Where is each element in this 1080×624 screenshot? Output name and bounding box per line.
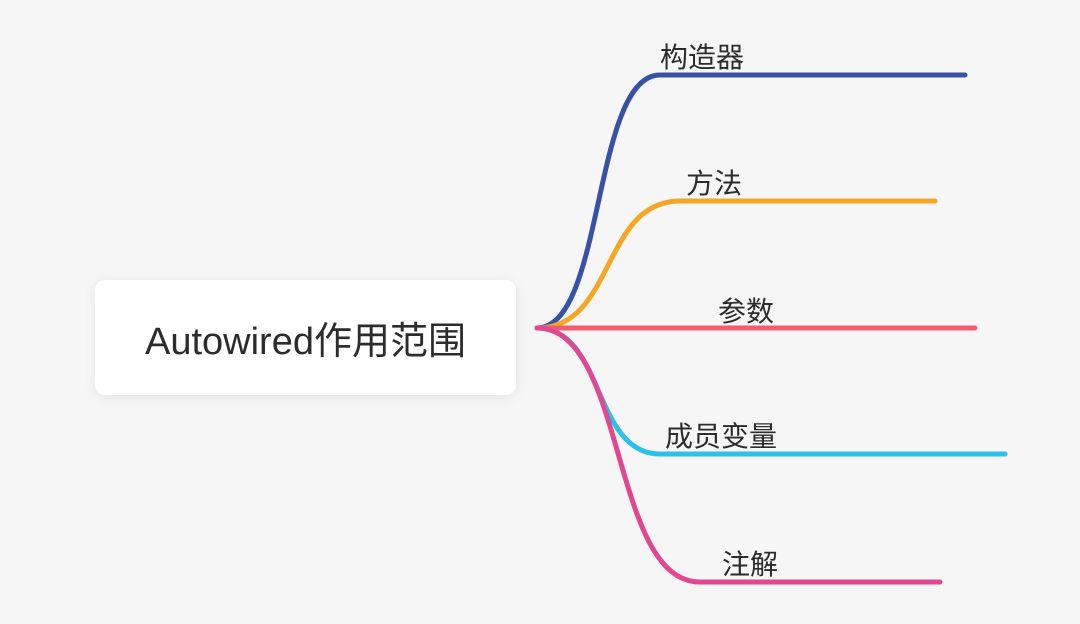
root-label: Autowired作用范围 <box>145 321 466 363</box>
leaf-node-parameter[interactable]: 参数 <box>718 290 774 330</box>
leaf-label: 注解 <box>722 549 778 580</box>
leaf-node-annotation[interactable]: 注解 <box>722 543 778 583</box>
leaf-label: 成员变量 <box>665 421 777 452</box>
leaf-node-method[interactable]: 方法 <box>686 162 742 202</box>
leaf-node-constructor[interactable]: 构造器 <box>660 36 744 76</box>
leaf-node-field[interactable]: 成员变量 <box>665 415 777 455</box>
leaf-label: 方法 <box>686 168 742 199</box>
mindmap-canvas: Autowired作用范围 构造器方法参数成员变量注解 <box>0 0 1080 624</box>
root-node[interactable]: Autowired作用范围 <box>95 280 516 395</box>
leaf-label: 构造器 <box>660 42 744 73</box>
leaf-label: 参数 <box>718 296 774 327</box>
